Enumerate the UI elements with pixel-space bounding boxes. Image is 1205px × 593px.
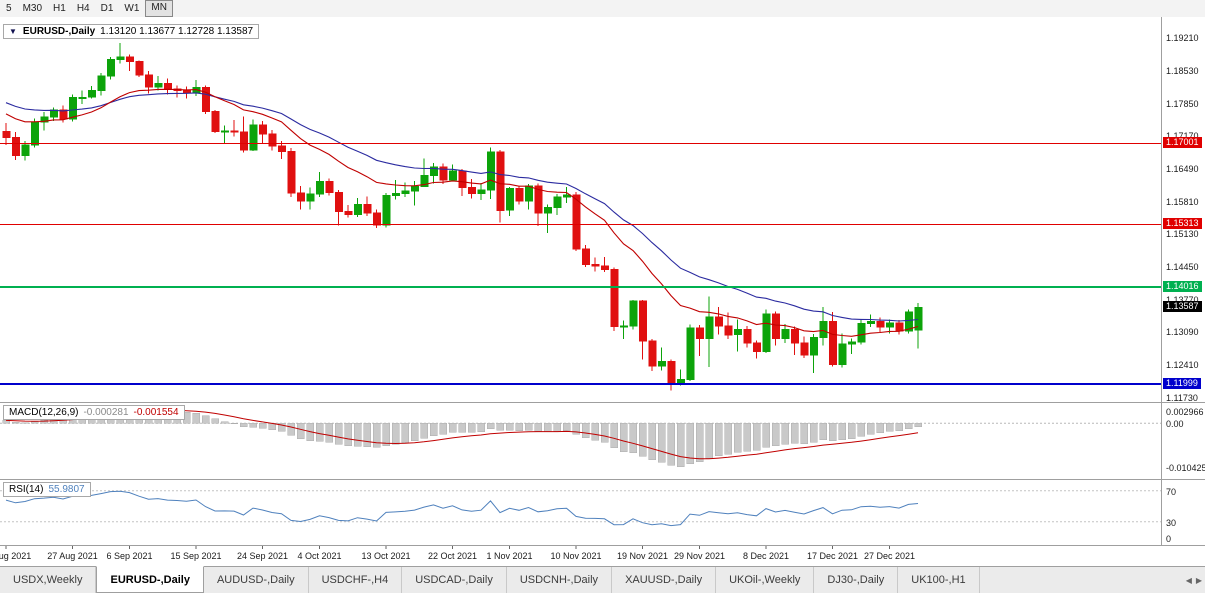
axis-tick-label: 1.19210	[1166, 33, 1199, 44]
axis-tick-label: 1.14450	[1166, 261, 1199, 272]
axis-tick-label: 1.13090	[1166, 327, 1199, 338]
axis-tick-label: 30	[1166, 517, 1177, 528]
macd-axis: 0.002966 0.00 -0.010425	[1161, 403, 1205, 479]
timeframe-button-w1[interactable]: W1	[124, 3, 140, 14]
chart-tab-audusd-daily[interactable]: AUDUSD-,Daily	[204, 567, 309, 593]
timeframe-button-h4[interactable]: H4	[76, 3, 90, 14]
level-price-tag[interactable]: 1.17001	[1163, 137, 1202, 149]
axis-tick-label: 1.17850	[1166, 98, 1199, 109]
date-label: 27 Dec 2021	[864, 551, 915, 561]
price-chart-canvas[interactable]	[0, 17, 1162, 402]
axis-tick-label: 1.15810	[1166, 196, 1199, 207]
date-label: 8 Dec 2021	[743, 551, 789, 561]
axis-tick-label: 70	[1166, 486, 1177, 497]
date-label: 29 Nov 2021	[674, 551, 725, 561]
date-label: 22 Oct 2021	[428, 551, 477, 561]
level-price-tag[interactable]: 1.14016	[1163, 280, 1202, 292]
timeframe-button-m30[interactable]: M30	[22, 3, 43, 14]
rsi-indicator-label: RSI(14) 55.9807	[3, 482, 91, 497]
chart-tab-usdx-weekly[interactable]: USDX,Weekly	[0, 567, 97, 593]
axis-tick-label: 1.16490	[1166, 163, 1199, 174]
pane-separator[interactable]	[0, 479, 1205, 480]
axis-tick-label: 1.17170	[1166, 131, 1199, 142]
axis-tick-label: 1.11730	[1166, 392, 1198, 402]
tab-scroll-controls: ◀ ▶	[1186, 567, 1202, 593]
chart-tab-ukoil-weekly[interactable]: UKOil-,Weekly	[716, 567, 815, 593]
timeframe-button-5[interactable]: 5	[6, 3, 12, 14]
chart-tab-xauusd-daily[interactable]: XAUUSD-,Daily	[612, 567, 717, 593]
level-price-tag[interactable]: 1.15313	[1163, 218, 1202, 230]
date-label: 4 Oct 2021	[297, 551, 341, 561]
axis-tick-label: 0.002966	[1166, 406, 1204, 417]
date-label: 10 Nov 2021	[550, 551, 601, 561]
rsi-axis: 70 30 0	[1161, 480, 1205, 545]
ma_slow-line	[5, 92, 919, 322]
macd-main-value: -0.000281	[83, 407, 129, 418]
axis-tick-label: 1.12410	[1166, 360, 1199, 371]
axis-tick-label: 1.18530	[1166, 65, 1199, 76]
pane-separator[interactable]	[0, 402, 1205, 403]
chart-tab-usdcad-daily[interactable]: USDCAD-,Daily	[402, 567, 507, 593]
current-price-tag[interactable]: 1.13587	[1163, 301, 1202, 313]
axis-tick-label: 1.15130	[1166, 229, 1199, 240]
rsi-name: RSI(14)	[9, 484, 44, 495]
collapse-triangle-icon[interactable]: ▼	[9, 27, 17, 36]
macd-pane: 0.002966 0.00 -0.010425 MACD(12,26,9) -0.0…	[0, 403, 1205, 479]
date-label: 27 Aug 2021	[47, 551, 98, 561]
chart-tab-usdcnh-daily[interactable]: USDCNH-,Daily	[507, 567, 613, 593]
axis-tick-label: -0.010425	[1166, 462, 1205, 473]
date-label: 13 Oct 2021	[361, 551, 410, 561]
chart-area: 1.19210 1.18530 1.17850 1.17170 1.16490 1.158…	[0, 17, 1205, 566]
macd-name: MACD(12,26,9)	[9, 407, 79, 418]
date-label: 6 Sep 2021	[106, 551, 152, 561]
tab-scroll-left-icon[interactable]: ◀	[1185, 575, 1192, 585]
macd-signal-value: -0.001554	[133, 407, 179, 418]
chart-symbol-label: EURUSD-,Daily	[22, 26, 96, 37]
rsi-line	[5, 490, 919, 527]
date-label: 15 Sep 2021	[170, 551, 221, 561]
rsi-value: 55.9807	[48, 484, 85, 495]
time-axis-canvas: 18 Aug 2021 27 Aug 2021 6 Sep 2021 15 Sep 2…	[0, 546, 915, 561]
date-label: 17 Dec 2021	[807, 551, 858, 561]
rsi-pane: 70 30 0 RSI(14) 55.9807	[0, 480, 1205, 545]
axis-tick-label: 0.00	[1166, 419, 1184, 430]
time-axis: 18 Aug 2021 27 Aug 2021 6 Sep 2021 15 Sep 2…	[0, 546, 1205, 566]
timeframe-button-mn[interactable]: MN	[145, 0, 173, 17]
date-label: 18 Aug 2021	[0, 551, 31, 561]
pane-separator[interactable]	[0, 545, 1205, 546]
price-axis: 1.19210 1.18530 1.17850 1.17170 1.16490 1.158…	[1161, 17, 1205, 402]
date-label: 24 Sep 2021	[237, 551, 288, 561]
rsi-chart-canvas[interactable]	[0, 480, 1162, 545]
chart-tab-uk100-h1[interactable]: UK100-,H1	[898, 567, 980, 593]
price-pane: 1.19210 1.18530 1.17850 1.17170 1.16490 1.158…	[0, 17, 1205, 402]
date-label: 19 Nov 2021	[617, 551, 668, 561]
level-price-tag[interactable]: 1.11999	[1163, 377, 1201, 389]
chart-ohlc-values: 1.13120 1.13677 1.12728 1.13587	[100, 26, 254, 37]
chart-title: ▼ EURUSD-,Daily 1.13120 1.13677 1.12728 …	[3, 24, 260, 39]
timeframe-button-d1[interactable]: D1	[100, 3, 114, 14]
chart-tabs-bar: USDX,Weekly EURUSD-,Daily AUDUSD-,Daily USD…	[0, 566, 1205, 593]
timeframe-toolbar: 5 M30 H1 H4 D1 W1 MN	[0, 0, 1205, 18]
timeframe-button-h1[interactable]: H1	[53, 3, 66, 14]
tab-scroll-right-icon[interactable]: ▶	[1195, 575, 1202, 585]
chart-tab-eurusd-daily[interactable]: EURUSD-,Daily	[96, 566, 204, 593]
chart-tab-usdchf-h4[interactable]: USDCHF-,H4	[309, 567, 403, 593]
axis-tick-label: 0	[1166, 534, 1172, 544]
date-label: 1 Nov 2021	[486, 551, 532, 561]
axis-tick-label: 1.13770	[1166, 294, 1199, 305]
chart-tab-dj30-daily[interactable]: DJ30-,Daily	[814, 567, 899, 593]
ma_fast-line	[5, 88, 919, 337]
macd-indicator-label: MACD(12,26,9) -0.000281 -0.001554	[3, 405, 185, 420]
